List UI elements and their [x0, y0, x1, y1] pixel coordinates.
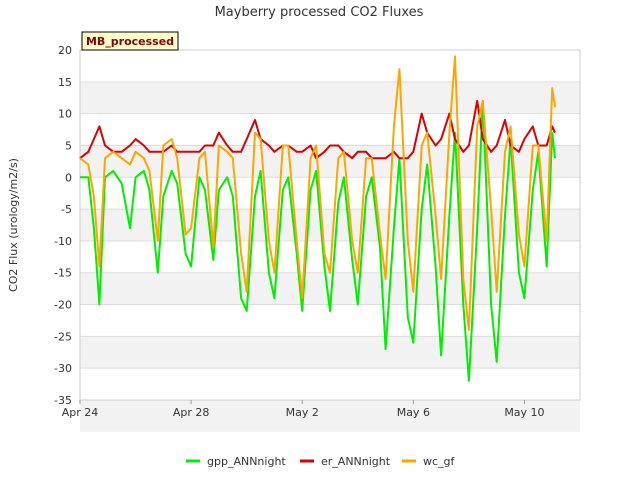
y-axis-label: CO2 Flux (urology/m2/s) [7, 158, 20, 292]
legend: gpp_ANNnight er_ANNnight wc_gf [186, 455, 456, 468]
legend-label: er_ANNnight [321, 455, 391, 468]
dataset-badge-label: MB_processed [86, 35, 174, 48]
y-tick-label: -5 [61, 203, 72, 216]
x-tick-label: Apr 28 [173, 406, 210, 419]
dataset-badge: MB_processed [81, 31, 179, 51]
plot-background-bands [80, 81, 580, 432]
band [80, 81, 580, 114]
series-line-er_ANNnight [79, 99, 556, 160]
x-axis-ticks: Apr 24 Apr 28 May 2 May 6 May 10 [62, 400, 545, 419]
y-tick-label: -10 [54, 235, 72, 248]
x-tick-label: May 6 [397, 406, 430, 419]
y-tick-label: -30 [54, 362, 72, 375]
y-tick-label: -25 [54, 330, 72, 343]
band [80, 336, 580, 369]
series-lines [79, 55, 556, 382]
y-axis-ticks: 20 15 10 5 0 -5 -10 -15 -20 -25 -30 -35 [54, 44, 72, 407]
band [80, 400, 580, 432]
series-line-wc_gf [79, 55, 556, 331]
y-tick-label: -20 [54, 299, 72, 312]
legend-label: gpp_ANNnight [207, 455, 286, 468]
legend-label: wc_gf [423, 455, 456, 468]
dataset-badge-box [81, 31, 179, 51]
x-tick-label: Apr 24 [62, 406, 99, 419]
chart-title: Mayberry processed CO2 Fluxes [215, 5, 424, 20]
y-tick-label: 10 [58, 108, 72, 121]
y-tick-label: 15 [58, 76, 72, 89]
y-tick-label: 20 [58, 44, 72, 57]
y-tick-label: -35 [54, 394, 72, 407]
x-tick-label: May 10 [504, 406, 544, 419]
y-tick-label: 5 [65, 139, 72, 152]
band [80, 209, 580, 241]
y-tick-label: -15 [54, 267, 72, 280]
x-tick-label: May 2 [286, 406, 319, 419]
series-line-gpp_ANNnight [80, 99, 556, 382]
plot-frame [79, 49, 581, 401]
y-tick-label: 0 [65, 171, 72, 184]
